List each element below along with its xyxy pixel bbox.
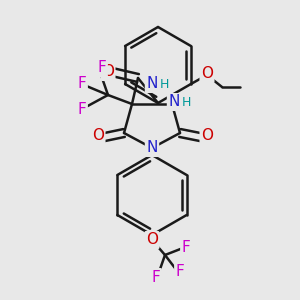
Text: F: F <box>182 241 190 256</box>
Text: F: F <box>78 103 86 118</box>
Text: O: O <box>201 128 213 143</box>
Text: F: F <box>152 269 160 284</box>
Text: F: F <box>98 61 106 76</box>
Text: O: O <box>102 64 114 80</box>
Text: H: H <box>182 95 191 109</box>
Text: H: H <box>160 77 169 91</box>
Text: O: O <box>92 128 104 143</box>
Text: O: O <box>201 67 213 82</box>
Text: N: N <box>146 140 158 155</box>
Text: F: F <box>176 265 184 280</box>
Text: O: O <box>146 232 158 247</box>
Text: F: F <box>78 76 86 91</box>
Text: N: N <box>168 94 180 110</box>
Text: N: N <box>146 76 158 92</box>
